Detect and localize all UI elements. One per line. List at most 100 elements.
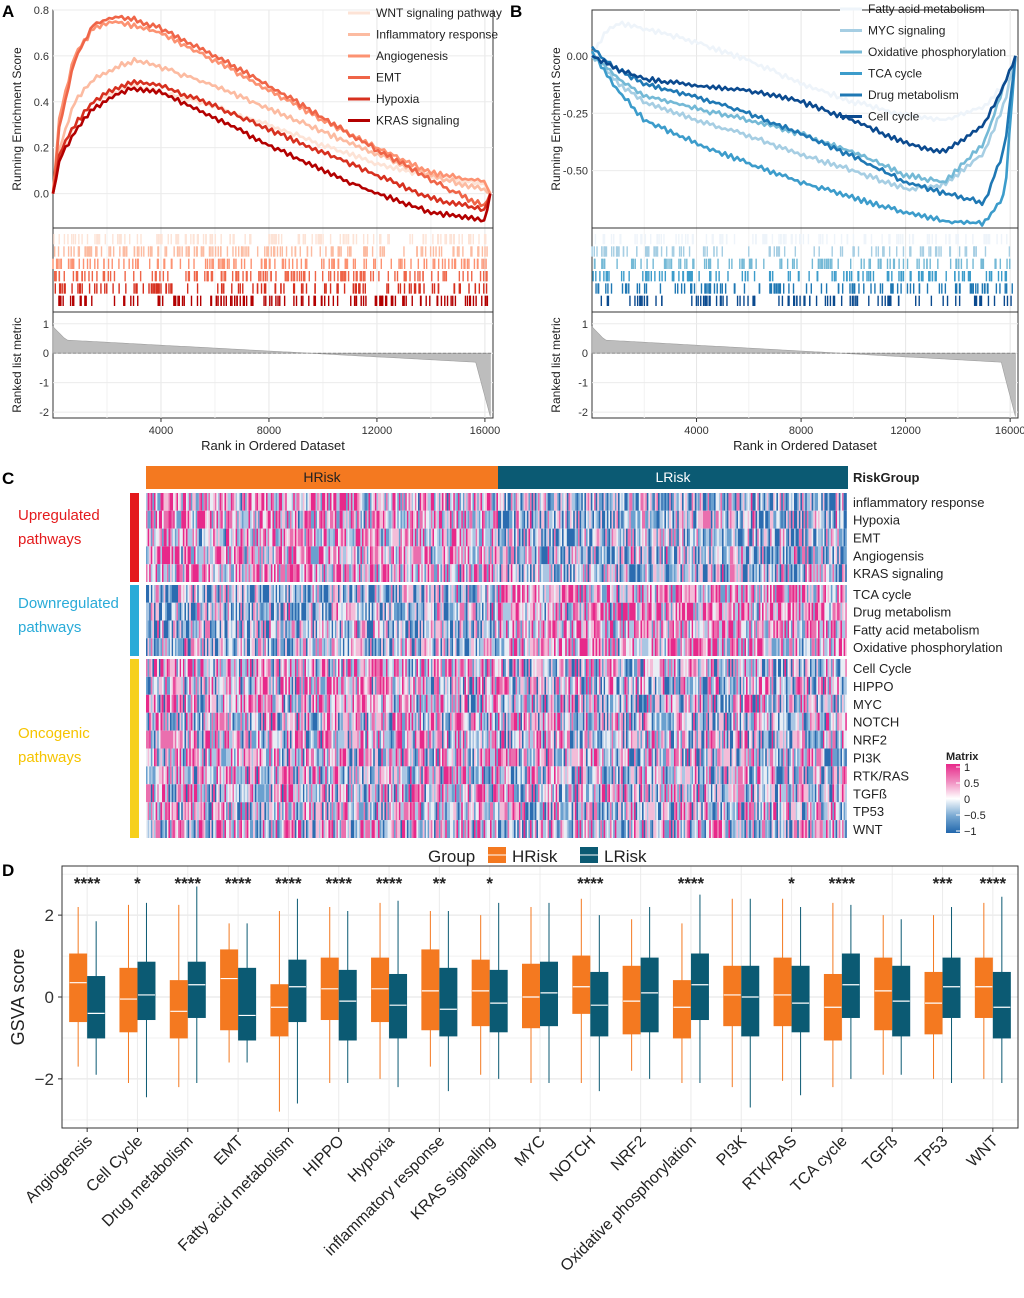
- box-hrisk: [220, 949, 239, 1031]
- y-axis-title: Running Enrichment Score: [10, 47, 24, 191]
- y-tick-label: 2: [45, 906, 54, 925]
- heatmap-cells: [147, 564, 830, 582]
- heatmap-row-label: EMT: [853, 531, 881, 546]
- legend-label: Angiogenesis: [376, 49, 448, 63]
- es-line-3: [590, 50, 1017, 227]
- x-tick-label: 4000: [149, 425, 173, 437]
- box-lrisk: [590, 971, 609, 1037]
- box-lrisk: [238, 967, 257, 1041]
- heatmap-cells: [160, 820, 847, 838]
- heatmap-cells: [163, 659, 830, 677]
- risk-label-lrisk: LRisk: [655, 469, 691, 485]
- heatmap-row-label: Cell Cycle: [853, 661, 912, 676]
- box-lrisk: [791, 965, 810, 1033]
- box-lrisk: [741, 965, 760, 1037]
- heatmap-cells: [146, 585, 620, 603]
- box-lrisk: [338, 969, 357, 1041]
- box-hrisk: [974, 957, 993, 1018]
- heatmap-cells: [146, 748, 844, 767]
- row-block-label: pathways: [18, 749, 81, 766]
- legend-label: Cell cycle: [868, 110, 920, 124]
- gsea-panel-b: 0.00 -0.25 -0.50 -2 -1 0 1 4000 8000 12000 16000 Ra…: [549, 2, 1024, 453]
- heatmap-cells: [147, 766, 828, 785]
- significance-stars: ****: [577, 874, 604, 893]
- row-block-label: pathways: [18, 531, 81, 548]
- significance-stars: *: [134, 874, 141, 893]
- metric-tick-label: 0: [43, 348, 49, 360]
- heatmap-cells: [146, 676, 830, 695]
- heatmap-cells: [158, 712, 846, 731]
- heatmap-cells: [149, 493, 844, 511]
- y-tick-label: 0.4: [34, 97, 49, 109]
- heatmap-cells: [165, 676, 839, 695]
- ranked-metric-area: [52, 325, 491, 417]
- y-tick-label: 0.2: [34, 143, 49, 155]
- heatmap-row-label: Oxidative phosphorylation: [853, 640, 1003, 655]
- heatmap-cells: [149, 602, 759, 621]
- heatmap-row-label: Hypoxia: [853, 513, 901, 528]
- es-line-0: [591, 20, 1017, 123]
- heatmap-cells: [154, 730, 838, 749]
- heatmap-cells: [240, 493, 847, 511]
- y-axis-title: Running Enrichment Score: [549, 47, 563, 191]
- heatmap-cells: [152, 528, 839, 547]
- heatmap-cells: [166, 766, 846, 785]
- heatmap-row-label: TCA cycle: [853, 587, 912, 602]
- x-tick-label: TP53: [912, 1133, 951, 1172]
- heatmap-cells: [147, 528, 530, 547]
- heatmap-row-label: KRAS signaling: [853, 566, 943, 581]
- panel-letter-b: B: [510, 2, 522, 21]
- heatmap-cells: [149, 730, 844, 749]
- legend-label: KRAS signaling: [376, 114, 459, 128]
- heatmap-cells: [158, 730, 847, 749]
- heatmap-cells: [197, 602, 839, 621]
- box-lrisk: [439, 967, 458, 1037]
- y-tick-label: 0.8: [34, 5, 49, 17]
- heatmap-cells: [147, 802, 822, 821]
- heatmap-cells: [147, 620, 838, 639]
- metric-tick-label: -1: [578, 378, 588, 390]
- heatmap-cells: [194, 766, 839, 785]
- legend-label: TCA cycle: [868, 67, 922, 81]
- legend-label: WNT signaling pathway: [376, 6, 502, 20]
- heatmap-cells: [203, 546, 823, 565]
- matrix-legend-label: −0.5: [964, 810, 986, 822]
- heatmap-cells: [149, 528, 834, 547]
- y-tick-label: -0.25: [563, 108, 588, 120]
- box-hrisk: [270, 984, 289, 1037]
- heatmap-cells: [170, 638, 844, 657]
- significance-stars: ****: [980, 874, 1007, 893]
- heatmap-cells: [155, 730, 830, 749]
- y-tick-label: 0.00: [567, 51, 588, 63]
- legend-label: Fatty acid metabolism: [868, 2, 985, 16]
- heatmap-cells: [150, 510, 838, 529]
- significance-stars: ****: [74, 874, 101, 893]
- heatmap-cells: [146, 493, 830, 511]
- row-block-bar: [130, 659, 139, 838]
- heatmap-cells: [146, 638, 804, 657]
- box-hrisk: [522, 963, 540, 1029]
- y-tick-label: −2: [35, 1070, 54, 1089]
- box-lrisk: [942, 957, 961, 1018]
- matrix-legend-bar: [946, 764, 960, 833]
- heatmap-cells: [158, 676, 835, 695]
- metric-tick-label: 1: [582, 319, 588, 331]
- es-line-2: [51, 20, 492, 195]
- es-line-4: [51, 79, 492, 212]
- heatmap-cells: [154, 748, 833, 767]
- heatmap-row-label: NOTCH: [853, 715, 899, 730]
- x-tick-label: NRF2: [608, 1133, 650, 1175]
- heatmap-cells: [150, 694, 846, 713]
- box-lrisk: [540, 961, 558, 1027]
- es-line-3: [51, 14, 492, 208]
- es-line-5: [51, 86, 492, 223]
- heatmap-cells: [158, 694, 839, 713]
- es-line-5: [591, 54, 1017, 154]
- heatmap-cells: [155, 694, 847, 713]
- heatmap-cells: [147, 659, 838, 677]
- heatmap-cells: [146, 730, 836, 749]
- heatmap-cells: [168, 820, 834, 838]
- risk-annotation-title: RiskGroup: [853, 470, 920, 485]
